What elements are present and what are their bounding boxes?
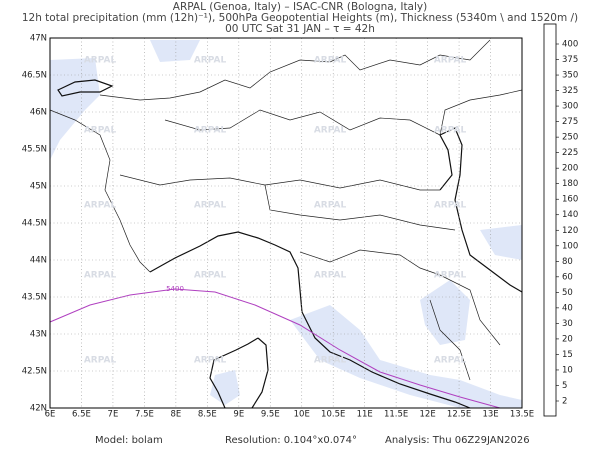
header-line: 00 UTC Sat 31 JAN – τ = 42h: [225, 23, 375, 35]
colorbar-frame: [543, 23, 557, 417]
colorbar-label: 10: [562, 365, 573, 375]
watermark: ARPAL: [194, 356, 227, 366]
colorbar-label: 15: [562, 350, 573, 360]
border: [49, 109, 151, 273]
colorbar-label: 60: [562, 272, 573, 282]
watermark: ARPAL: [194, 126, 227, 136]
x-tick-label: 11E: [357, 410, 373, 420]
watermark: ARPAL: [84, 126, 117, 136]
watermark: ARPAL: [434, 356, 467, 366]
border: [429, 299, 471, 381]
y-tick-label: 45N: [30, 182, 47, 192]
colorbar-label: 80: [562, 257, 573, 267]
x-tick-label: 8.5E: [198, 410, 217, 420]
y-tick-label: 42N: [30, 404, 47, 414]
y-tick-label: 45.5N: [22, 145, 47, 155]
colorbar-label: 180: [562, 179, 578, 189]
header-line: 12h total precipitation (mm (12h)⁻¹), 50…: [22, 12, 578, 24]
footer-analysis: Analysis: Thu 06Z29JAN2026: [385, 435, 530, 446]
y-tick-label: 44N: [30, 256, 47, 266]
x-tick-label: 13E: [482, 410, 498, 420]
watermark: ARPAL: [434, 56, 467, 66]
colorbar-label: 160: [562, 195, 578, 205]
watermark: ARPAL: [84, 356, 117, 366]
watermark: ARPAL: [314, 271, 347, 281]
border: [164, 109, 441, 136]
watermark: ARPAL: [434, 201, 467, 211]
y-tick-label: 47N: [30, 34, 47, 44]
colorbar-label: 5: [562, 381, 567, 391]
border: [299, 249, 501, 346]
header-line: ARPAL (Genoa, Italy) – ISAC-CNR (Bologna…: [173, 1, 427, 13]
x-tick-label: 7.5E: [135, 410, 154, 420]
x-tick-label: 10.5E: [321, 410, 345, 420]
colorbar-label: 275: [562, 117, 578, 127]
watermark: ARPAL: [314, 126, 347, 136]
colorbar: 2 5 10 15 20 30 40 50 60 80 100 120 140 160 180 200 225 2…: [543, 23, 578, 417]
map-frame: [49, 37, 523, 409]
border: [99, 39, 491, 101]
colorbar-label: 325: [562, 86, 578, 96]
y-tick-label: 44.5N: [22, 219, 47, 229]
watermark: ARPAL: [84, 201, 117, 211]
watermark: ARPAL: [314, 201, 347, 211]
y-tick-label: 43N: [30, 330, 47, 340]
watermark: ARPAL: [84, 271, 117, 281]
colorbar-label: 2: [562, 397, 567, 407]
footer-model: Model: bolam: [95, 435, 163, 446]
colorbar-label: 300: [562, 102, 578, 112]
x-tick-label: 7E: [108, 410, 119, 420]
colorbar-label: 50: [562, 288, 573, 298]
footer-resolution: Resolution: 0.104°x0.074°: [225, 435, 357, 446]
border: [119, 174, 440, 191]
x-tick-label: 11.5E: [384, 410, 408, 420]
colorbar-label: 375: [562, 55, 578, 65]
border: [439, 89, 523, 136]
colorbar-label: 250: [562, 133, 578, 143]
watermark: ARPAL: [194, 201, 227, 211]
lake: [57, 79, 114, 97]
colorbar-label: 20: [562, 334, 573, 344]
x-tick-label: 6E: [45, 410, 56, 420]
x-tick-label: 8E: [170, 410, 181, 420]
x-tick-label: 12E: [420, 410, 436, 420]
x-tick-label: 13.5E: [510, 410, 534, 420]
coastline: [209, 337, 269, 409]
colorbar-label: 350: [562, 71, 578, 81]
colorbar-label: 30: [562, 319, 573, 329]
map: 5400 ARPAL ARPAL ARPAL ARPAL ARPAL ARPAL ARPAL…: [22, 34, 534, 420]
colorbar-label: 120: [562, 226, 578, 236]
x-tick-label: 10E: [294, 410, 310, 420]
colorbar-label: 400: [562, 40, 578, 50]
colorbar-label: 140: [562, 210, 578, 220]
watermark: ARPAL: [194, 56, 227, 66]
map-frame-bg: [50, 38, 522, 408]
colorbar-label: 225: [562, 148, 578, 158]
x-tick-label: 12.5E: [447, 410, 471, 420]
contour: [49, 288, 501, 409]
colorbar-label: 40: [562, 303, 573, 313]
coastline: [149, 231, 471, 409]
watermark: ARPAL: [84, 56, 117, 66]
precipitation: [50, 40, 522, 408]
contour-label: 5400: [166, 285, 184, 293]
y-tick-label: 46N: [30, 108, 47, 118]
x-tick-label: 9E: [233, 410, 244, 420]
watermark: ARPAL: [434, 271, 467, 281]
watermark: ARPAL: [314, 356, 347, 366]
coastline: [439, 127, 523, 293]
y-tick-label: 43.5N: [22, 293, 47, 303]
x-tick-label: 9.5E: [261, 410, 280, 420]
watermark: ARPAL: [434, 126, 467, 136]
colorbar-label: 100: [562, 241, 578, 251]
colorbar-label: 200: [562, 164, 578, 174]
y-tick-label: 46.5N: [22, 71, 47, 81]
watermark: ARPAL: [314, 56, 347, 66]
watermark: ARPAL: [194, 271, 227, 281]
y-tick-label: 42.5N: [22, 367, 47, 377]
x-tick-label: 6.5E: [72, 410, 91, 420]
